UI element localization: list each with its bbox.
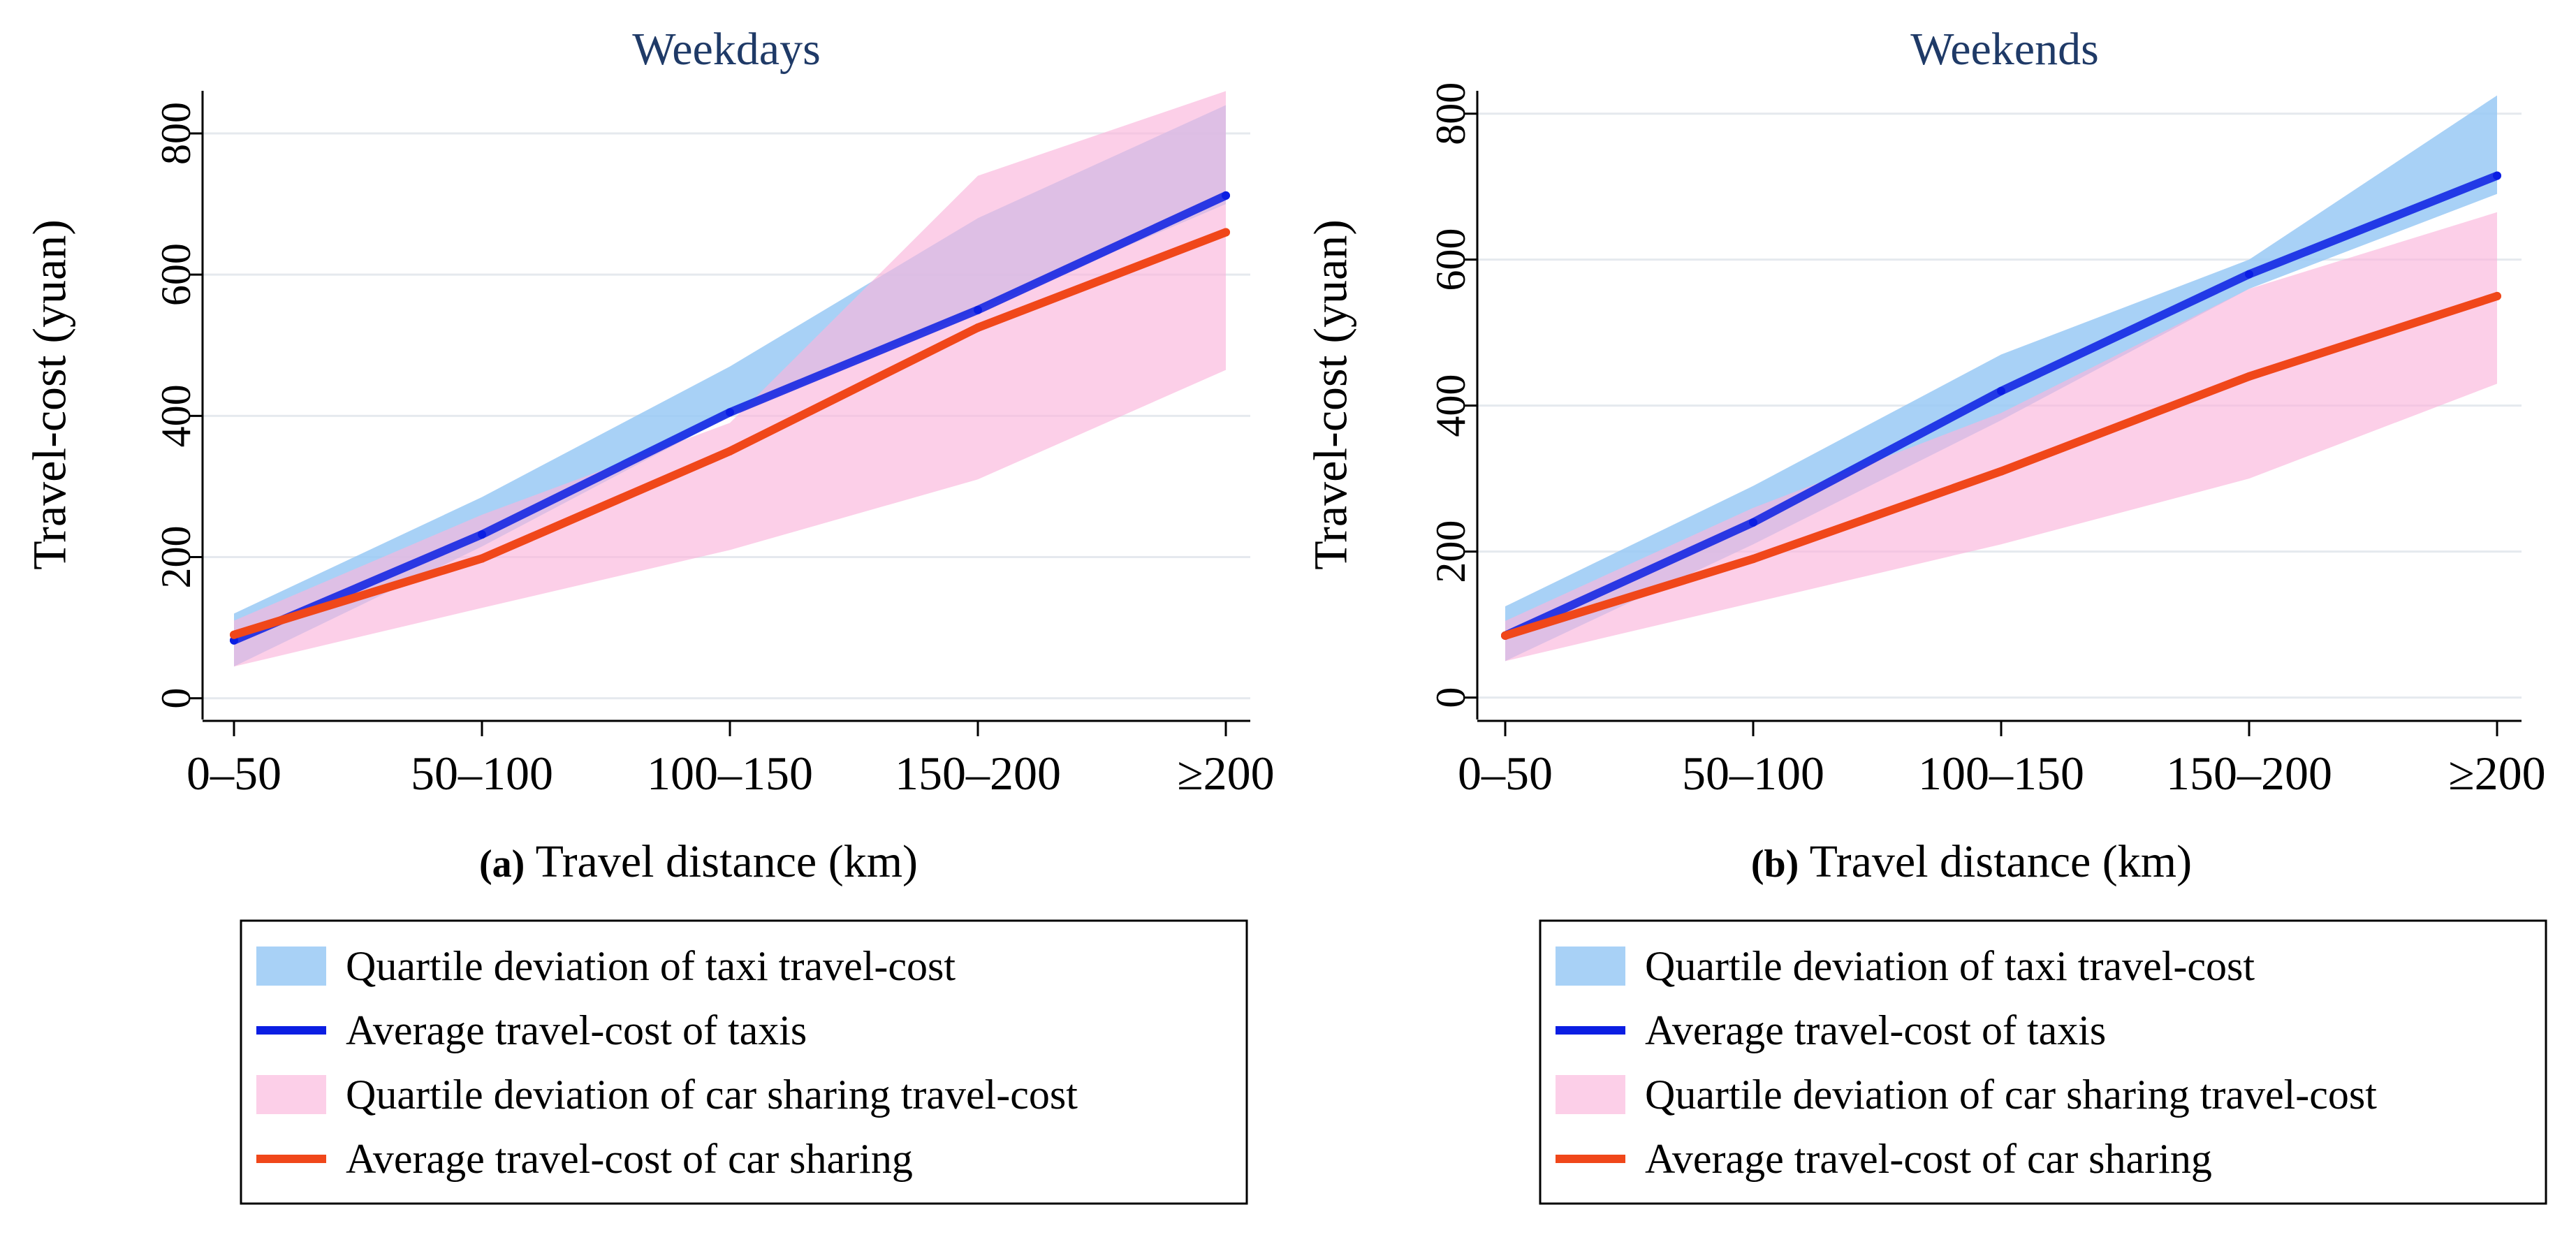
carsharing-average-point [1222, 228, 1230, 237]
legend-swatch-band [256, 1075, 326, 1114]
y-tick-label: 0 [1428, 687, 1474, 708]
carsharing-average-point [478, 554, 486, 563]
y-tick-label: 600 [153, 243, 199, 306]
x-tick-label: 150–200 [895, 747, 1061, 800]
y-tick-label: 800 [1428, 82, 1474, 145]
taxi-average-point [1997, 386, 2005, 395]
carsharing-average-point [726, 446, 734, 455]
legend-entry: Quartile deviation of taxi travel-cost [1645, 943, 2255, 989]
y-tick-label: 400 [153, 384, 199, 447]
x-tick-label: 150–200 [2166, 747, 2332, 800]
y-axis-label: Travel-cost (yuan) [23, 219, 76, 570]
taxi-average-point [726, 408, 734, 417]
legend-entry: Average travel-cost of taxis [346, 1007, 807, 1053]
carsharing-average-point [2245, 372, 2253, 381]
carsharing-quartile-band [234, 91, 1226, 667]
chart-title: Weekends [1910, 24, 2099, 75]
legend-entry: Quartile deviation of car sharing travel… [1645, 1072, 2377, 1118]
legend-entry: Quartile deviation of car sharing travel… [346, 1072, 1078, 1118]
x-tick-label: 50–100 [411, 747, 553, 800]
taxi-average-point [974, 305, 982, 314]
chart-title: Weekdays [632, 24, 821, 75]
carsharing-average-point [1501, 631, 1509, 640]
x-axis-title: Travel distance (km) [1799, 836, 2192, 887]
taxi-average-point [1222, 191, 1230, 200]
y-tick-label: 0 [153, 688, 199, 709]
legend: Quartile deviation of taxi travel-cost Av… [1539, 919, 2547, 1205]
panel-b: Weekends 0 200 400 600 800 Travel-cost (yuan) 0… [1304, 24, 2547, 1205]
carsharing-average-point [2493, 291, 2501, 300]
panel-a: Weekdays 0 200 400 600 800 Travel-cost (yuan) 0… [23, 24, 1275, 1205]
x-tick-label: 100–150 [647, 747, 813, 800]
carsharing-average-point [1749, 555, 1757, 564]
x-axis-label: (b) Travel distance (km) [1751, 836, 2192, 887]
taxi-average-point [1749, 518, 1757, 527]
carsharing-average-point [230, 630, 238, 639]
x-tick-label: 0–50 [1458, 747, 1553, 800]
legend-entry: Average travel-cost of car sharing [346, 1136, 913, 1182]
x-tick-label: 0–50 [186, 747, 281, 800]
x-axis-label: (a) Travel distance (km) [479, 836, 918, 887]
y-axis-label: Travel-cost (yuan) [1304, 219, 1357, 570]
carsharing-average-point [974, 323, 982, 332]
legend: Quartile deviation of taxi travel-cost Av… [240, 919, 1248, 1205]
legend-swatch-band [1556, 1075, 1625, 1114]
x-tick-label: 50–100 [1682, 747, 1824, 800]
x-tick-label: ≥200 [2448, 747, 2545, 800]
y-tick-label: 400 [1428, 374, 1474, 437]
y-tick-label: 200 [1428, 520, 1474, 583]
legend-swatch-band [1556, 947, 1625, 986]
panel-label: (a) [479, 842, 525, 886]
legend-box [1539, 919, 2547, 1205]
y-tick-label: 800 [153, 102, 199, 165]
carsharing-quartile-band [1505, 212, 2497, 662]
carsharing-average-point [1997, 467, 2005, 476]
legend-entry: Quartile deviation of taxi travel-cost [346, 943, 956, 989]
taxi-average-point [2245, 270, 2253, 279]
legend-swatch-band [256, 947, 326, 986]
taxi-average-point [2493, 171, 2501, 180]
taxi-average-point [478, 530, 486, 539]
legend-entry: Average travel-cost of taxis [1645, 1007, 2106, 1053]
x-tick-label: 100–150 [1918, 747, 2084, 800]
legend-box [240, 919, 1248, 1205]
x-tick-label: ≥200 [1177, 747, 1274, 800]
y-tick-label: 600 [1428, 228, 1474, 291]
y-tick-label: 200 [153, 526, 199, 589]
legend-entry: Average travel-cost of car sharing [1645, 1136, 2212, 1182]
x-axis-title: Travel distance (km) [525, 836, 918, 887]
panel-label: (b) [1751, 842, 1799, 886]
